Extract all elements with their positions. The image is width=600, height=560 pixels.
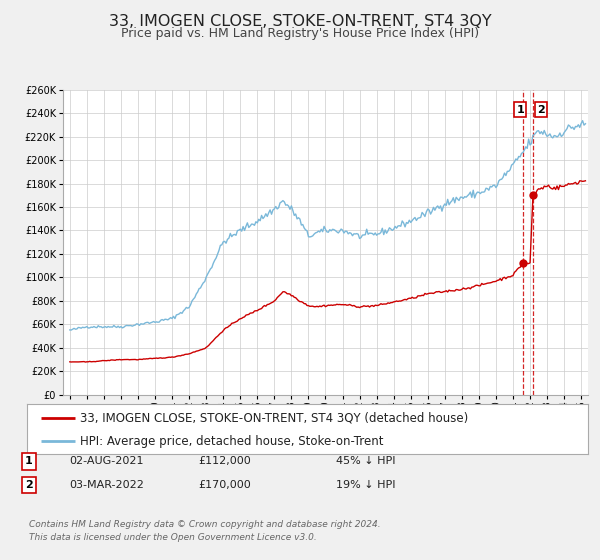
Text: 19% ↓ HPI: 19% ↓ HPI — [336, 480, 395, 490]
Text: HPI: Average price, detached house, Stoke-on-Trent: HPI: Average price, detached house, Stok… — [80, 435, 384, 448]
Text: 2: 2 — [25, 480, 32, 490]
Text: 33, IMOGEN CLOSE, STOKE-ON-TRENT, ST4 3QY (detached house): 33, IMOGEN CLOSE, STOKE-ON-TRENT, ST4 3Q… — [80, 412, 469, 424]
Text: 1: 1 — [517, 105, 524, 115]
Text: £170,000: £170,000 — [198, 480, 251, 490]
Text: 45% ↓ HPI: 45% ↓ HPI — [336, 456, 395, 466]
Text: Price paid vs. HM Land Registry's House Price Index (HPI): Price paid vs. HM Land Registry's House … — [121, 27, 479, 40]
Text: 02-AUG-2021: 02-AUG-2021 — [69, 456, 143, 466]
Text: 03-MAR-2022: 03-MAR-2022 — [69, 480, 144, 490]
Text: 33, IMOGEN CLOSE, STOKE-ON-TRENT, ST4 3QY: 33, IMOGEN CLOSE, STOKE-ON-TRENT, ST4 3Q… — [109, 14, 491, 29]
Text: Contains HM Land Registry data © Crown copyright and database right 2024.: Contains HM Land Registry data © Crown c… — [29, 520, 380, 529]
Text: 1: 1 — [25, 456, 32, 466]
Text: 2: 2 — [537, 105, 544, 115]
Text: This data is licensed under the Open Government Licence v3.0.: This data is licensed under the Open Gov… — [29, 533, 317, 542]
Text: £112,000: £112,000 — [198, 456, 251, 466]
